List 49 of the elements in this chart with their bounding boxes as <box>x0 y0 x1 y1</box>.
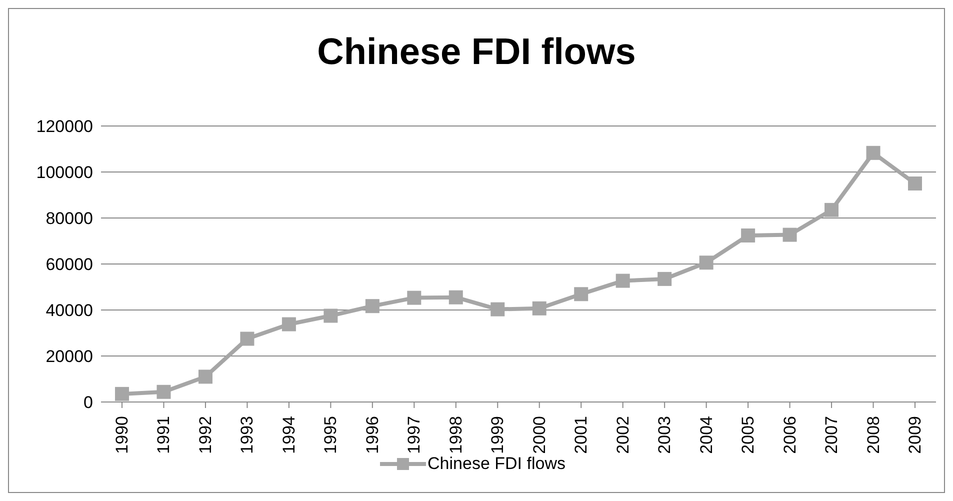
x-tick-label: 1995 <box>321 416 340 454</box>
x-tick-label: 2009 <box>906 416 924 454</box>
point <box>532 301 546 316</box>
x-tick-label: 2000 <box>530 416 549 454</box>
point <box>156 384 171 399</box>
y-tick-label: 0 <box>84 393 93 412</box>
x-tick-label: 2001 <box>572 416 591 454</box>
x-tick-label: 2005 <box>738 416 758 454</box>
x-tick-label: 2008 <box>864 416 883 454</box>
point <box>407 290 422 305</box>
point <box>282 317 296 332</box>
point <box>658 272 672 286</box>
point <box>240 332 254 346</box>
x-tick-label: 1997 <box>404 416 424 454</box>
point <box>365 299 380 314</box>
y-tick-label: 20000 <box>46 347 93 366</box>
x-tick-label: 1993 <box>238 416 257 454</box>
point <box>574 287 588 302</box>
chart-title: Chinese FDI flows <box>316 30 637 74</box>
x-tick-label: 1994 <box>279 416 298 454</box>
point <box>616 274 630 288</box>
point <box>824 202 839 217</box>
point <box>115 386 129 401</box>
point <box>490 302 505 316</box>
point <box>741 228 756 242</box>
x-tick-label: 1990 <box>112 416 132 454</box>
legend-label: Chinese FDI flows <box>428 454 566 474</box>
point <box>782 228 797 242</box>
x-tick-label: 1992 <box>196 416 215 454</box>
x-tick-label: 1998 <box>446 416 466 454</box>
point <box>699 256 714 270</box>
y-tick-label: 120000 <box>36 117 93 136</box>
x-tick-label: 2002 <box>613 416 632 454</box>
point <box>908 176 922 190</box>
point <box>198 370 212 384</box>
x-tick-label: 1999 <box>488 416 508 454</box>
x-tick-label: 2007 <box>822 416 842 454</box>
point <box>324 308 338 323</box>
point <box>866 146 880 160</box>
y-tick-label: 80000 <box>46 209 93 228</box>
x-tick-label: 1996 <box>362 416 382 454</box>
x-tick-label: 2006 <box>780 416 800 454</box>
x-tick-label: 2003 <box>655 416 674 454</box>
x-tick-label: 2004 <box>696 416 716 454</box>
y-tick-label: 100000 <box>36 163 93 182</box>
y-tick-label: 60000 <box>46 255 93 274</box>
point <box>448 290 463 304</box>
y-tick-label: 40000 <box>46 301 93 320</box>
x-tick-label: 1991 <box>154 416 174 454</box>
